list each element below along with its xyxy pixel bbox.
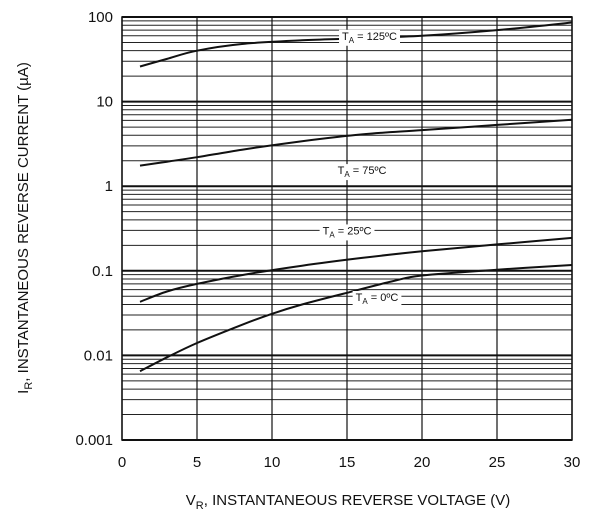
y-axis-title: IR, INSTANTANEOUS REVERSE CURRENT (µA) <box>15 62 35 394</box>
curves <box>139 21 573 373</box>
series-line-3 <box>139 264 573 373</box>
y-tick-label: 0.01 <box>84 347 113 364</box>
x-axis-title: VR, INSTANTANEOUS REVERSE VOLTAGE (V) <box>186 492 510 512</box>
curve-label-sub: A <box>344 170 350 179</box>
curve-label-0: TA = 125ºC <box>339 29 401 46</box>
curve-label-bg <box>339 29 401 46</box>
x-tick-label: 15 <box>339 454 356 471</box>
y-axis-title-rest: , INSTANTANEOUS REVERSE CURRENT (µA) <box>15 62 32 382</box>
curve-label-1: TA = 75ºC <box>334 164 390 181</box>
x-tick-label: 5 <box>193 454 201 471</box>
series-line-1 <box>139 118 573 167</box>
curve-label-rest: = 125ºC <box>354 31 397 43</box>
curve-label-sub: A <box>349 36 355 45</box>
x-tick-label: 20 <box>414 454 431 471</box>
y-tick-label: 1 <box>105 178 113 195</box>
series-line-2 <box>139 236 573 303</box>
y-tick-label: 10 <box>96 94 113 111</box>
y-axis-title-sub: R <box>23 382 35 390</box>
curve-label-main: T <box>323 225 330 237</box>
curve-label-text: TA = 75ºC <box>338 165 387 179</box>
x-tick-labels: 0 5 10 15 20 25 30 <box>118 454 581 471</box>
curve-label-main: T <box>338 165 345 177</box>
y-tick-label: 100 <box>88 9 113 26</box>
x-tick-label: 10 <box>264 454 281 471</box>
plot-frame <box>121 16 573 441</box>
x-axis-title-sub: R <box>196 500 204 512</box>
curve-label-rest: = 25ºC <box>335 225 372 237</box>
curve-label-3: TA = 0ºC <box>352 291 402 308</box>
x-tick-label: 0 <box>118 454 126 471</box>
y-tick-label: 0.1 <box>92 263 113 280</box>
curve-label-rest: = 75ºC <box>350 165 387 177</box>
curve-label-sub: A <box>362 297 368 306</box>
y-tick-labels: 0.001 0.01 0.1 1 10 100 <box>75 9 113 449</box>
x-axis-title-rest: , INSTANTANEOUS REVERSE VOLTAGE (V) <box>204 492 510 509</box>
y-tick-label: 0.001 <box>75 432 113 449</box>
curve-label-text: TA = 125ºC <box>342 31 397 45</box>
curve-label-bg <box>334 164 390 181</box>
curve-label-main: T <box>342 31 349 43</box>
y-axis-title-main: I <box>15 390 32 394</box>
curve-label-rest: = 0ºC <box>368 292 399 304</box>
series-line-0 <box>139 21 573 68</box>
curve-label-bg <box>352 291 402 308</box>
curve-label-text: TA = 0ºC <box>356 292 399 306</box>
curve-label-bg <box>319 224 375 241</box>
curve-label-main: T <box>356 292 363 304</box>
x-tick-label: 25 <box>489 454 506 471</box>
curve-label-2: TA = 25ºC <box>319 224 375 241</box>
curve-label-text: TA = 25ºC <box>323 225 372 239</box>
x-tick-label: 30 <box>564 454 581 471</box>
x-axis-title-main: V <box>186 492 196 509</box>
curve-label-sub: A <box>329 230 335 239</box>
